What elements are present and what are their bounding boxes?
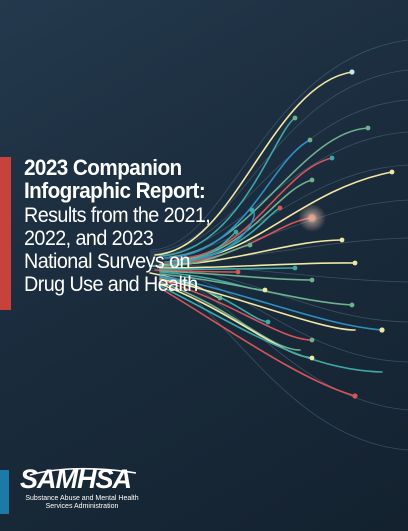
dot (349, 302, 355, 308)
dot (339, 237, 345, 243)
logo-accent-bar (0, 470, 9, 514)
dot (309, 177, 315, 183)
line-red-1 (174, 157, 333, 260)
dot (265, 319, 271, 325)
line-teal-6 (159, 276, 269, 323)
line-yellow-1 (154, 71, 353, 256)
line-teal-3 (149, 231, 237, 267)
dot (352, 393, 358, 399)
line-blue-3 (159, 275, 383, 331)
dot (349, 69, 355, 75)
dot (309, 355, 315, 361)
line-red-3 (154, 269, 239, 273)
dot (379, 327, 385, 333)
line-yellow-4 (159, 262, 356, 269)
dot (352, 260, 358, 266)
line-teal-2 (164, 207, 281, 263)
dot (249, 207, 255, 213)
dot (233, 229, 239, 235)
line-yellow-6 (159, 278, 356, 331)
line-teal-7 (159, 285, 383, 373)
line-green-2 (169, 179, 313, 262)
dot (365, 125, 371, 131)
report-title: 2023 Companion Infographic Report: Resul… (24, 156, 274, 296)
line-green-4 (159, 270, 313, 281)
dot (309, 215, 315, 221)
line-green-3 (149, 244, 251, 267)
logo-wordmark: SAMHSA (20, 464, 144, 494)
line-red-5 (159, 287, 356, 397)
line-red-4 (159, 279, 313, 341)
dot (292, 265, 298, 271)
report-subtitle: Results from the 2021, 2022, and 2023 Na… (24, 204, 211, 296)
dot (389, 169, 395, 175)
dot (262, 287, 268, 293)
dot (292, 115, 298, 121)
dot (309, 277, 315, 283)
dot (217, 295, 223, 301)
dot (277, 205, 283, 211)
dot (309, 337, 315, 343)
samhsa-logo: SAMHSA Substance Abuse and Mental Health… (20, 464, 144, 511)
title-accent-bar (0, 157, 11, 310)
dot (235, 269, 241, 275)
line-blue-1 (164, 139, 311, 259)
title-bold: 2023 Companion Infographic Report: (24, 155, 206, 203)
dot (329, 155, 335, 161)
line-teal-1 (159, 117, 296, 257)
logo-swoosh-icon (29, 467, 137, 476)
line-teal-4 (159, 267, 296, 271)
logo-subtitle: Substance Abuse and Mental Health Servic… (25, 495, 139, 510)
line-green-6 (159, 281, 301, 351)
dot (247, 242, 253, 248)
dot (307, 137, 313, 143)
